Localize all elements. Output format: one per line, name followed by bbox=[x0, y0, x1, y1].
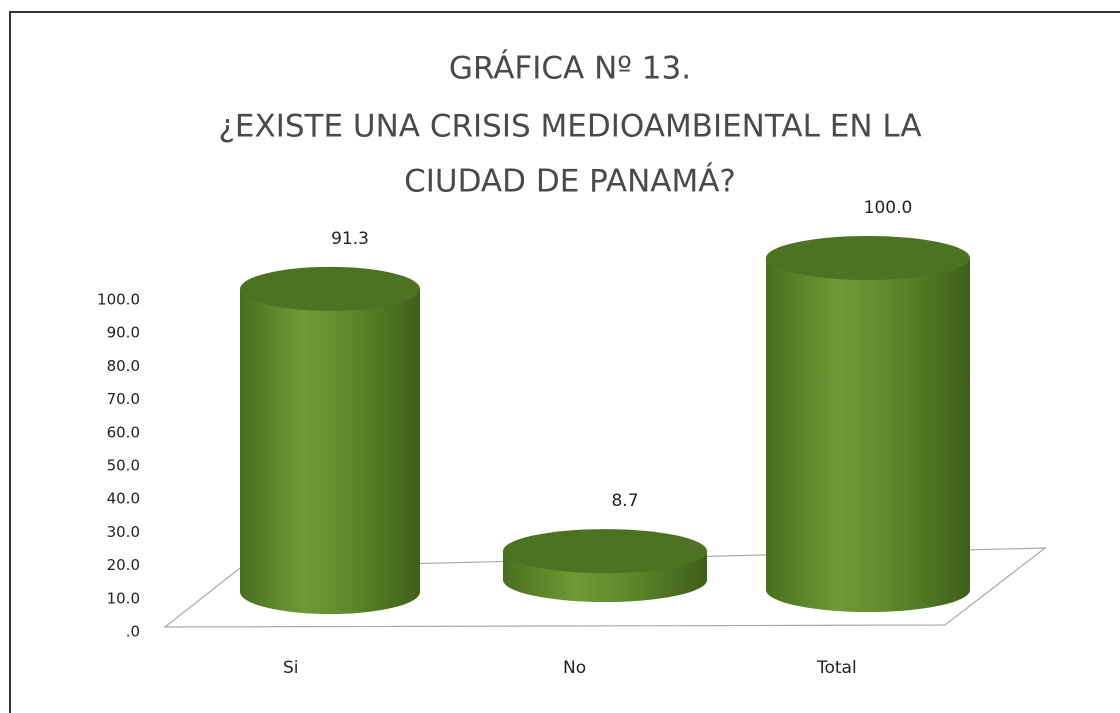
y-tick-label: 40.0 bbox=[107, 490, 140, 508]
value-label: 8.7 bbox=[611, 491, 638, 511]
y-tick-label: .0 bbox=[126, 623, 140, 641]
y-tick-label: 100.0 bbox=[97, 291, 140, 309]
cylinder bbox=[503, 529, 707, 602]
cylinder-top bbox=[766, 236, 970, 280]
y-tick-label: 70.0 bbox=[107, 390, 140, 408]
y-tick-label: 60.0 bbox=[107, 423, 140, 441]
value-label: 100.0 bbox=[864, 198, 913, 218]
cylinder bbox=[240, 266, 420, 614]
cylinder-body bbox=[240, 288, 420, 592]
y-tick-label: 90.0 bbox=[107, 324, 140, 342]
cylinder-body bbox=[766, 258, 970, 590]
value-label: 91.3 bbox=[331, 229, 369, 249]
floor bbox=[163, 547, 1047, 628]
chart-title: ¿EXISTE UNA CRISIS MEDIOAMBIENTAL EN LA bbox=[218, 109, 921, 145]
cylinder-top bbox=[503, 529, 707, 574]
y-tick-label: 30.0 bbox=[107, 523, 140, 541]
cylinder-top bbox=[240, 266, 420, 311]
y-tick-label: 20.0 bbox=[107, 556, 140, 574]
y-tick-label: 10.0 bbox=[107, 589, 140, 607]
x-tick-label: Si bbox=[283, 658, 299, 678]
y-tick-label: 80.0 bbox=[107, 357, 140, 375]
x-tick-label: Total bbox=[816, 658, 857, 678]
chart-title: GRÁFICA Nº 13. bbox=[449, 51, 691, 87]
y-tick-label: 50.0 bbox=[107, 457, 140, 475]
frame bbox=[9, 11, 1120, 713]
cylinder bbox=[766, 236, 970, 612]
chart-title: CIUDAD DE PANAMÁ? bbox=[404, 164, 736, 200]
x-tick-label: No bbox=[563, 658, 586, 678]
